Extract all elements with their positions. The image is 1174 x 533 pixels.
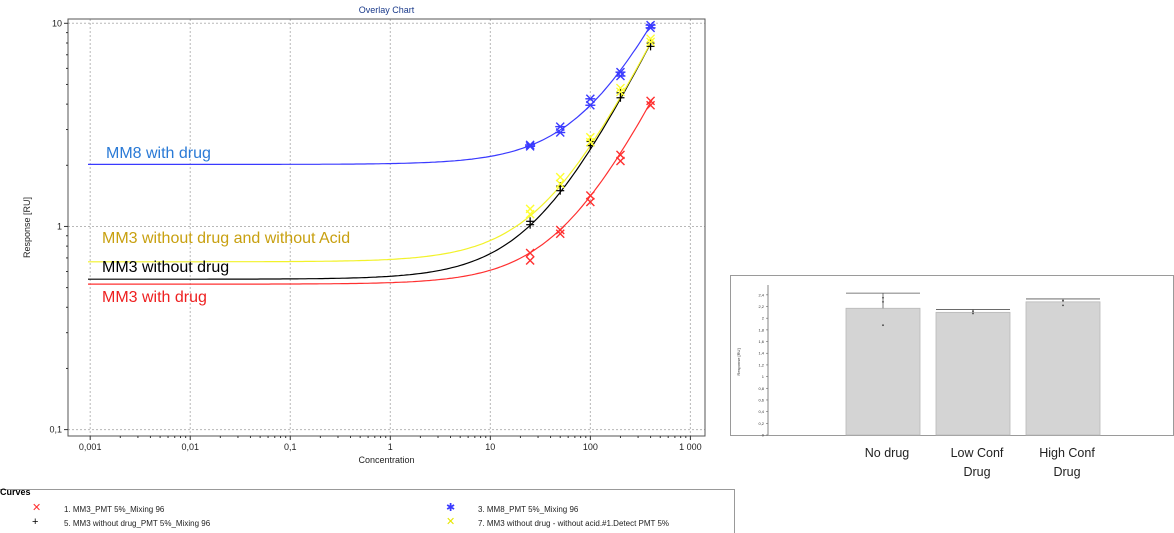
bar-data-point — [882, 296, 884, 299]
data-point-series-1-stroke — [585, 191, 595, 201]
legend-item: 3. MM8_PMT 5%_Mixing 96 — [478, 505, 579, 514]
bar-y-tick-label: 1,8 — [758, 327, 764, 332]
bar-data-point — [972, 312, 974, 315]
curve-annotation: MM3 without drug — [102, 259, 229, 276]
x-tick-label: 0,01 — [181, 442, 199, 452]
bar-category-label: Low Conf — [951, 446, 1004, 460]
bar-y-tick-label: 0,8 — [758, 386, 764, 391]
fit-curve-2 — [88, 21, 654, 165]
legend-item: 5. MM3 without drug_PMT 5%_Mixing 96 — [64, 519, 211, 528]
data-point-series-4-stroke — [615, 87, 625, 97]
legend-title: Curves — [0, 487, 31, 497]
bar-category-label: High Conf — [1039, 446, 1095, 460]
data-point-series-1-stroke — [585, 197, 595, 207]
y-tick-label: 0,1 — [49, 425, 62, 435]
bar-y-tick-label: 0,6 — [758, 397, 764, 402]
x-tick-label: 100 — [583, 442, 598, 452]
data-point-series-4-stroke — [525, 204, 535, 214]
bar-y-tick-label: 2,2 — [758, 304, 764, 309]
x-tick-label: 1 — [388, 442, 393, 452]
plot-frame — [67, 18, 706, 437]
legend-item: 7. MM3 without drug - without acid.#1.De… — [478, 519, 670, 528]
bar-y-tick-label: 0,4 — [758, 409, 764, 414]
legend-marker: ✕ — [446, 516, 456, 528]
x-axis-label: Concentration — [358, 455, 414, 465]
chart-title: Overlay Chart — [359, 5, 415, 15]
bar-y-tick-label: 1,6 — [758, 339, 764, 344]
bar-y-tick-label: 1,4 — [758, 351, 764, 356]
bar-y-tick-label: 2 — [762, 316, 765, 321]
data-point-series-1-stroke — [646, 96, 656, 106]
data-point-series-4-stroke — [646, 34, 656, 44]
x-tick-label: 0,001 — [79, 442, 102, 452]
y-tick-label: 1 — [57, 221, 62, 231]
x-tick-label: 1 000 — [679, 442, 702, 452]
data-point-series-4-stroke — [646, 37, 656, 47]
bar-y-tick-label: 0 — [762, 433, 765, 438]
bar-data-point — [882, 324, 884, 327]
data-point-series-4-stroke — [585, 132, 595, 142]
bar-y-tick-label: 1,2 — [758, 362, 764, 367]
x-tick-label: 0,1 — [284, 442, 297, 452]
data-point-series-1-stroke — [525, 248, 535, 258]
bar-data-point — [882, 300, 884, 303]
data-point-series-4-stroke — [555, 172, 565, 182]
fit-curve-4 — [88, 38, 654, 263]
legend-marker: + — [32, 516, 39, 528]
curve-annotation: MM8 with drug — [106, 145, 211, 162]
y-axis-label: Response [RU] — [22, 197, 32, 258]
fit-curve-1 — [88, 98, 654, 285]
y-tick-label: 10 — [52, 18, 62, 28]
bar-y-tick-label: 1 — [762, 374, 765, 379]
bar-data-point — [972, 310, 974, 313]
x-tick-label: 10 — [485, 442, 495, 452]
data-point-series-4-stroke — [555, 179, 565, 189]
bar — [1025, 301, 1101, 436]
legend-marker: ✕ — [32, 502, 42, 514]
bar-category-label: Drug — [963, 465, 990, 479]
data-point-series-1-stroke — [615, 150, 625, 160]
data-point-series-1-stroke — [555, 229, 565, 239]
bar-y-tick-label: 0,2 — [758, 421, 764, 426]
overlay-chart: Overlay Chart 0,001 0,01 0,1 1 10 100 1 000 0,1 1… — [22, 5, 706, 465]
legend-item: 1. MM3_PMT 5%_Mixing 96 — [64, 505, 165, 514]
bar-category-label: No drug — [865, 446, 910, 460]
legend-marker: ✱ — [446, 502, 456, 514]
bar-category-label: Drug — [1053, 465, 1080, 479]
bar-y-axis-label: Response [RU] — [736, 348, 741, 375]
curve-annotation: MM3 with drug — [102, 289, 207, 306]
bar-chart: 0 0,2 0,4 0,6 0,8 1 1,2 1,4 1,6 1,8 2 2,2 2,4 Respons… — [730, 275, 1174, 479]
bar-y-tick-label: 2,4 — [758, 292, 764, 297]
bar-data-point — [1062, 299, 1064, 302]
bar — [935, 311, 1011, 436]
curve-annotation: MM3 without drug and without Acid — [102, 230, 350, 247]
data-point-series-4-stroke — [615, 83, 625, 93]
bar — [845, 307, 921, 436]
fit-curve-3 — [88, 39, 654, 280]
data-point-series-1-stroke — [525, 255, 535, 265]
data-point-series-1-stroke — [555, 225, 565, 235]
legend-box — [0, 489, 735, 533]
bar-data-point — [1062, 304, 1064, 307]
